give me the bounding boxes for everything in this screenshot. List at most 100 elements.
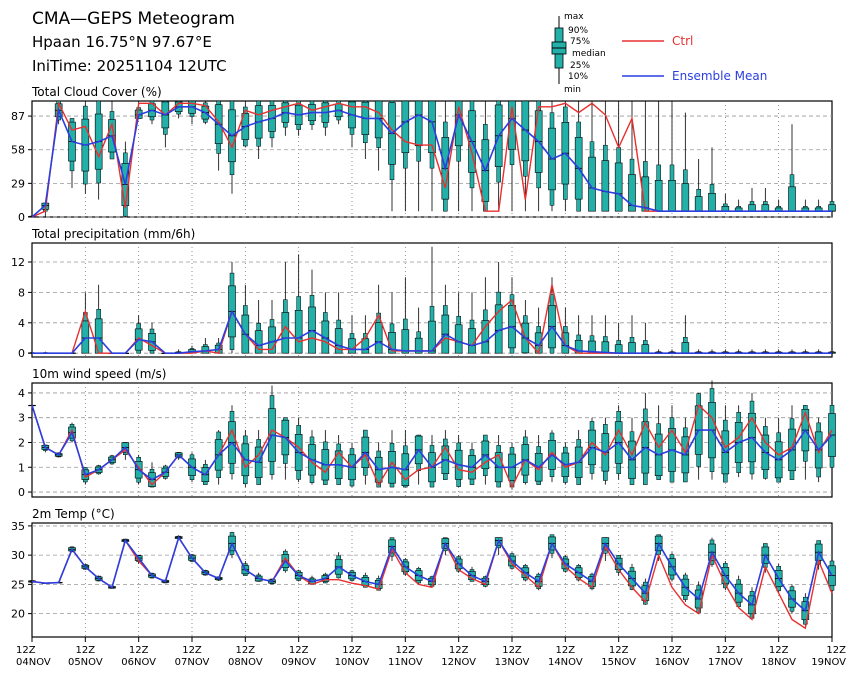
precipitation-title: Total precipitation (mm/6h) — [31, 227, 195, 241]
precipitation-frame — [31, 242, 833, 358]
wind-speed-ytick-label: 0 — [18, 486, 25, 499]
x-date-label: 12NOV — [441, 657, 476, 668]
x-hour-label: 12Z — [342, 645, 362, 656]
init-time-label: IniTime: 20251104 12UTC — [32, 57, 227, 75]
cloud-cover-box — [748, 204, 756, 212]
temperature-panel: 2m Temp (°C) 20 25 30 35 — [11, 507, 836, 638]
cloud-cover-panel: Total Cloud Cover (%) 0 29 58 87 — [11, 85, 836, 224]
precipitation-panel: Total precipitation (mm/6h) 0 4 8 12 — [11, 227, 836, 360]
legend-box-lower — [554, 53, 564, 69]
cloud-cover-ytick-label: 58 — [11, 144, 25, 157]
precipitation-ytick-label: 4 — [18, 317, 25, 330]
precipitation-box — [94, 318, 103, 354]
legend-box-upper — [554, 27, 564, 43]
x-date-label: 05NOV — [68, 657, 103, 668]
x-date-label: 10NOV — [335, 657, 370, 668]
x-hour-label: 12Z — [769, 645, 789, 656]
cloud-cover-title: Total Cloud Cover (%) — [31, 85, 162, 99]
precipitation-box — [481, 320, 490, 354]
x-date-label: 08NOV — [228, 657, 263, 668]
cloud-cover-box — [694, 196, 703, 212]
line-legend: Ctrl Ensemble Mean — [622, 34, 767, 83]
x-date-label: 19NOV — [811, 657, 846, 668]
legend-label-p90: 90% — [568, 26, 588, 36]
wind-speed-panel: 10m wind speed (m/s) 0 1 2 3 4 — [18, 367, 836, 499]
legend-label-p25: 25% — [570, 61, 590, 71]
cloud-cover-box — [628, 174, 636, 212]
x-hour-label: 12Z — [502, 645, 522, 656]
precipitation-ytick-label: 8 — [18, 286, 25, 299]
x-date-label: 16NOV — [655, 657, 690, 668]
cloud-cover-mean-line — [31, 106, 832, 218]
wind-speed-ytick-label: 4 — [18, 387, 25, 400]
wind-speed-ytick-label: 2 — [18, 436, 25, 449]
x-date-label: 17NOV — [708, 657, 743, 668]
cloud-cover-box — [428, 100, 436, 154]
x-hour-label: 12Z — [826, 645, 846, 656]
x-hour-label: 12Z — [182, 645, 202, 656]
temperature-ytick-label: 20 — [11, 608, 25, 621]
x-date-label: 14NOV — [548, 657, 583, 668]
precipitation-box — [628, 342, 636, 354]
x-hour-label: 12Z — [16, 645, 36, 656]
cloud-cover-box — [654, 180, 663, 212]
cloud-cover-box — [401, 100, 410, 154]
legend-label-p10: 10% — [568, 72, 588, 82]
legend-label-median: median — [572, 49, 606, 59]
location-label: Hpaan 16.75°N 97.67°E — [32, 33, 212, 51]
wind-speed-mean-line — [31, 405, 833, 481]
temperature-mean-line — [31, 535, 833, 613]
cloud-cover-box — [828, 204, 836, 212]
precipitation-ytick-label: 0 — [18, 347, 25, 360]
temperature-title: 2m Temp (°C) — [32, 507, 115, 521]
precipitation-box — [641, 344, 650, 354]
wind-speed-ytick-label: 3 — [18, 412, 25, 425]
box-legend: max 90% 75% median 25% 10% min — [551, 12, 606, 95]
chart-title: CMA—GEPS Meteogram — [32, 9, 235, 29]
wind-speed-ytick-label: 1 — [18, 461, 25, 474]
precipitation-box — [321, 320, 330, 354]
precipitation-box — [428, 320, 436, 354]
cloud-cover-box — [601, 160, 610, 212]
precipitation-box — [81, 320, 90, 354]
temperature-ytick-label: 25 — [11, 578, 25, 591]
temperature-ytick-label: 35 — [11, 520, 25, 533]
x-date-label: 15NOV — [601, 657, 636, 668]
precipitation-box — [401, 329, 410, 354]
x-date-label: 09NOV — [281, 657, 316, 668]
precipitation-box — [414, 337, 423, 354]
precipitation-box — [374, 322, 383, 354]
legend-label-p75: 75% — [570, 37, 590, 47]
x-date-label: 06NOV — [121, 657, 156, 668]
legend-label-min: min — [564, 85, 581, 95]
cloud-cover-box — [614, 162, 623, 212]
x-hour-label: 12Z — [289, 645, 309, 656]
wind-speed-title: 10m wind speed (m/s) — [32, 367, 166, 381]
x-hour-label: 12Z — [236, 645, 256, 656]
cloud-cover-box — [788, 186, 796, 212]
cloud-cover-ytick-label: 0 — [18, 211, 25, 224]
x-hour-label: 12Z — [609, 645, 629, 656]
cloud-cover-box — [508, 100, 516, 150]
precipitation-box — [294, 310, 303, 354]
cloud-cover-box — [668, 180, 676, 212]
precipitation-box — [281, 312, 290, 354]
x-hour-label: 12Z — [76, 645, 96, 656]
cloud-cover-box — [761, 204, 770, 212]
cloud-cover-box — [708, 193, 716, 212]
precipitation-box — [454, 324, 463, 354]
x-hour-label: 12Z — [556, 645, 576, 656]
legend-label-max: max — [564, 12, 584, 22]
precipitation-mean-line — [32, 309, 832, 355]
x-date-label: 11NOV — [388, 657, 423, 668]
cloud-cover-box — [414, 100, 423, 147]
cloud-cover-ytick-label: 29 — [11, 177, 25, 190]
x-date-label: 18NOV — [761, 657, 796, 668]
precipitation-box — [334, 328, 343, 354]
temperature-ytick-label: 30 — [11, 549, 25, 562]
x-axis-labels: 12Z04NOV12Z05NOV12Z06NOV12Z07NOV12Z08NOV… — [16, 637, 846, 668]
cloud-cover-ytick-label: 87 — [11, 110, 25, 123]
precipitation-ytick-label: 12 — [11, 256, 25, 269]
x-hour-label: 12Z — [716, 645, 736, 656]
